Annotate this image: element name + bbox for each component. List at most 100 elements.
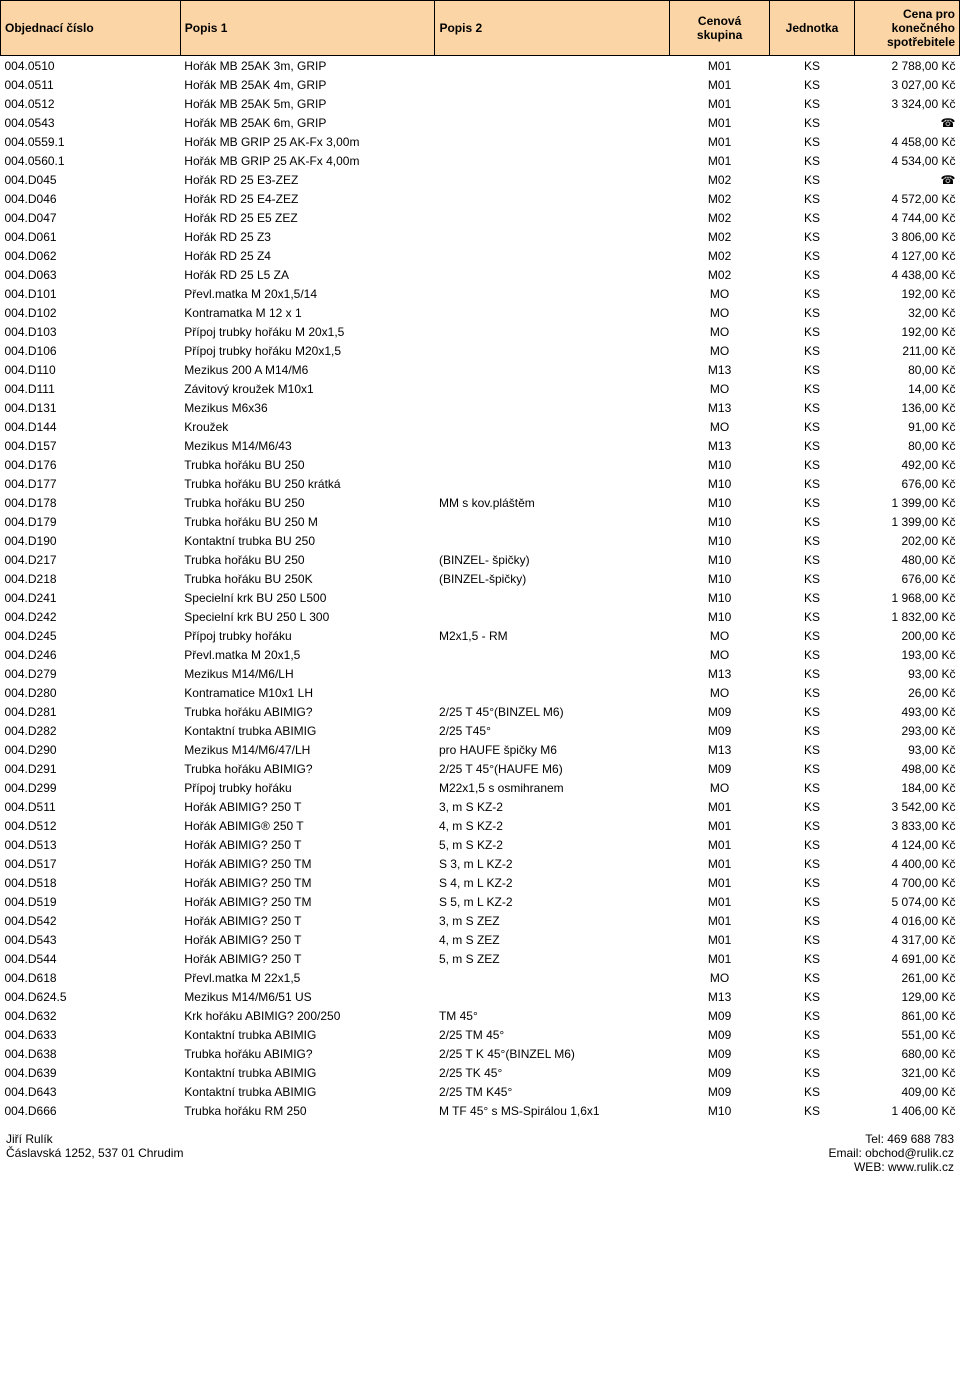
table-cell: 004.D102 [1,303,181,322]
table-cell: KS [770,569,855,588]
table-cell: KS [770,835,855,854]
table-cell: M02 [670,208,770,227]
table-cell: 1 399,00 Kč [855,512,960,531]
table-cell: 4 700,00 Kč [855,873,960,892]
table-cell [435,113,670,132]
table-cell: 4 400,00 Kč [855,854,960,873]
table-cell: KS [770,208,855,227]
table-cell: KS [770,607,855,626]
table-row: 004.0543Hořák MB 25AK 6m, GRIPM01KS☎ [1,113,960,132]
table-cell: KS [770,721,855,740]
table-row: 004.D638Trubka hořáku ABIMIG?2/25 T K 45… [1,1044,960,1063]
table-cell: M10 [670,531,770,550]
table-cell: Mezikus 200 A M14/M6 [180,360,435,379]
table-cell: 4 016,00 Kč [855,911,960,930]
table-cell: KS [770,1101,855,1120]
table-cell: 200,00 Kč [855,626,960,645]
table-cell: M13 [670,740,770,759]
table-cell: Hořák MB 25AK 4m, GRIP [180,75,435,94]
table-cell: Hořák RD 25 E4-ZEZ [180,189,435,208]
table-cell: KS [770,778,855,797]
table-cell: 3 806,00 Kč [855,227,960,246]
table-cell: KS [770,702,855,721]
table-cell: Hořák ABIMIG® 250 T [180,816,435,835]
table-cell: 004.D544 [1,949,181,968]
table-cell: 80,00 Kč [855,436,960,455]
table-cell: Přípoj trubky hořáku M20x1,5 [180,341,435,360]
column-header: Objednací číslo [1,1,181,56]
table-row: 004.D666Trubka hořáku RM 250M TF 45° s M… [1,1101,960,1120]
table-cell [435,968,670,987]
table-row: 004.D279Mezikus M14/M6/LHM13KS93,00 Kč [1,664,960,683]
table-cell [435,151,670,170]
table-cell: M09 [670,1006,770,1025]
table-cell: 004.D643 [1,1082,181,1101]
table-cell: MO [670,303,770,322]
table-cell: 004.D103 [1,322,181,341]
table-cell: 3 324,00 Kč [855,94,960,113]
table-row: 004.D144KroužekMOKS91,00 Kč [1,417,960,436]
table-cell: M01 [670,835,770,854]
table-cell: KS [770,493,855,512]
table-cell: 5, m S ZEZ [435,949,670,968]
table-row: 004.D639Kontaktní trubka ABIMIG2/25 TK 4… [1,1063,960,1082]
table-cell: Hořák ABIMIG? 250 T [180,797,435,816]
table-cell: 004.D638 [1,1044,181,1063]
table-cell: 004.D217 [1,550,181,569]
table-cell: Kroužek [180,417,435,436]
table-cell: S 5, m L KZ-2 [435,892,670,911]
table-cell: Trubka hořáku ABIMIG? [180,1044,435,1063]
page-footer: Jiří Rulík Čáslavská 1252, 537 01 Chrudi… [0,1120,960,1178]
table-cell: M02 [670,246,770,265]
column-header: Jednotka [770,1,855,56]
table-cell: Přípoj trubky hořáku M 20x1,5 [180,322,435,341]
table-cell: Kontaktní trubka ABIMIG [180,721,435,740]
table-cell [435,284,670,303]
table-cell: KS [770,930,855,949]
table-cell: Převl.matka M 22x1,5 [180,968,435,987]
table-row: 004.D542Hořák ABIMIG? 250 T3, m S ZEZM01… [1,911,960,930]
table-cell: KS [770,588,855,607]
table-cell: M01 [670,930,770,949]
table-cell: KS [770,56,855,76]
table-cell: M13 [670,987,770,1006]
table-cell: KS [770,550,855,569]
table-cell: 293,00 Kč [855,721,960,740]
table-row: 004.D176Trubka hořáku BU 250M10KS492,00 … [1,455,960,474]
table-cell: Trubka hořáku RM 250 [180,1101,435,1120]
table-cell: 004.D246 [1,645,181,664]
table-cell: 4 438,00 Kč [855,265,960,284]
table-row: 004.0510Hořák MB 25AK 3m, GRIPM01KS2 788… [1,56,960,76]
table-cell: M01 [670,94,770,113]
table-cell: 26,00 Kč [855,683,960,702]
table-cell: KS [770,759,855,778]
table-cell: 80,00 Kč [855,360,960,379]
table-cell: MO [670,284,770,303]
table-cell: M22x1,5 s osmihranem [435,778,670,797]
table-cell [435,474,670,493]
table-cell: 480,00 Kč [855,550,960,569]
table-row: 004.D643Kontaktní trubka ABIMIG2/25 TM K… [1,1082,960,1101]
column-header: Cena pro konečného spotřebitele [855,1,960,56]
table-cell: 004.D542 [1,911,181,930]
table-cell: ☎ [855,113,960,132]
table-cell: 004.D106 [1,341,181,360]
table-row: 004.D178Trubka hořáku BU 250MM s kov.plá… [1,493,960,512]
table-row: 004.D512Hořák ABIMIG® 250 T4, m S KZ-2M0… [1,816,960,835]
table-cell: 004.D177 [1,474,181,493]
table-body: 004.0510Hořák MB 25AK 3m, GRIPM01KS2 788… [1,56,960,1121]
table-cell: MM s kov.pláštěm [435,493,670,512]
table-cell: KS [770,816,855,835]
table-cell: 1 832,00 Kč [855,607,960,626]
table-cell: M01 [670,797,770,816]
table-cell: 004.D290 [1,740,181,759]
table-row: 004.D632Krk hořáku ABIMIG? 200/250TM 45°… [1,1006,960,1025]
table-cell [435,436,670,455]
table-row: 004.0512Hořák MB 25AK 5m, GRIPM01KS3 324… [1,94,960,113]
table-cell: M10 [670,569,770,588]
table-cell: 004.D291 [1,759,181,778]
table-cell: 2/25 TM 45° [435,1025,670,1044]
table-cell: M01 [670,854,770,873]
table-cell: 321,00 Kč [855,1063,960,1082]
table-cell: 004.D062 [1,246,181,265]
